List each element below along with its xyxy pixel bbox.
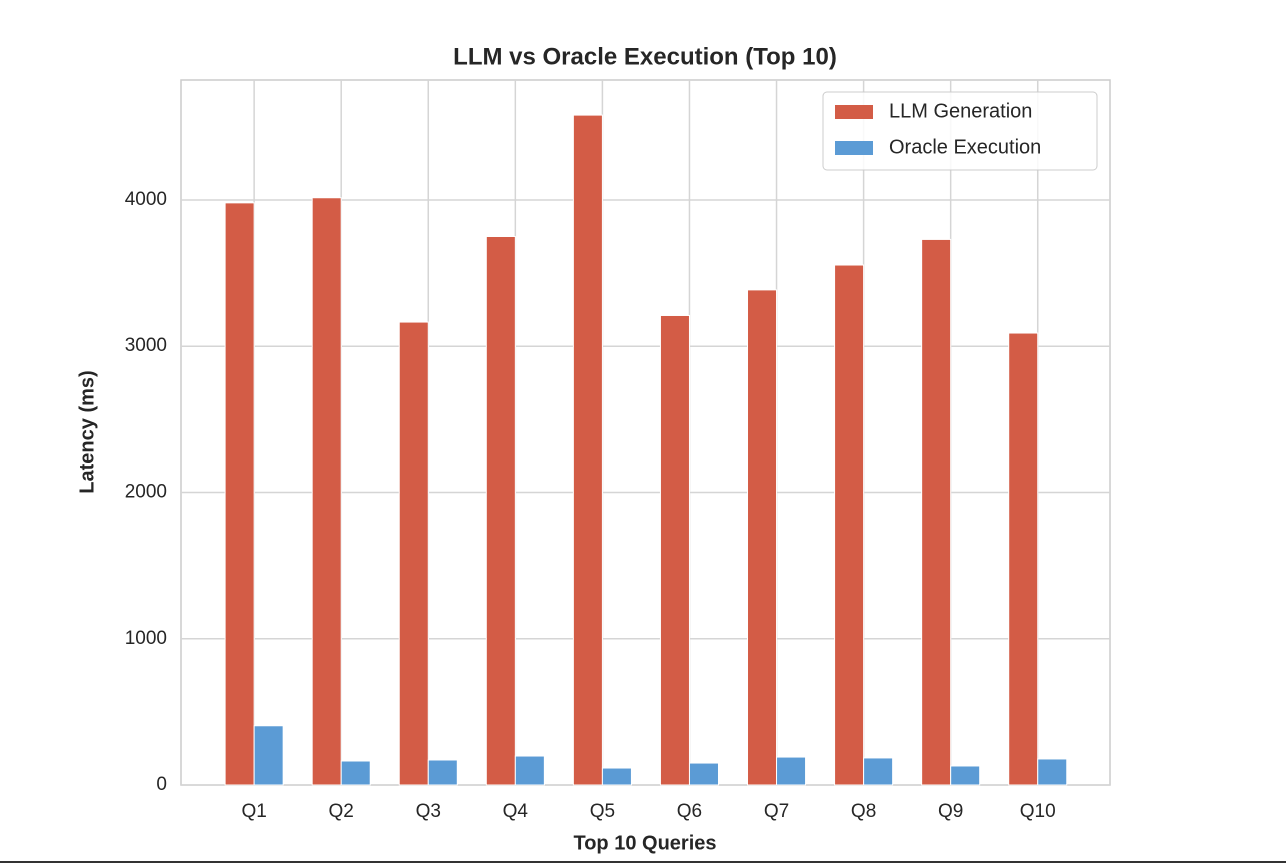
y-axis-label: Latency (ms)	[76, 370, 98, 493]
bar	[834, 264, 865, 786]
y-tick-label: 2000	[125, 481, 167, 502]
bar	[601, 767, 632, 786]
chart-title: LLM vs Oracle Execution (Top 10)	[453, 43, 837, 70]
x-tick-label: Q8	[851, 801, 876, 822]
x-tick-label: Q9	[938, 801, 963, 822]
x-tick-label: Q2	[329, 801, 354, 822]
bar	[514, 755, 545, 786]
bar	[224, 202, 255, 786]
legend-swatch	[835, 105, 873, 119]
bar	[485, 236, 516, 786]
legend-box	[822, 91, 1098, 171]
bar	[747, 289, 778, 786]
legend-label: LLM Generation	[889, 100, 1032, 122]
y-tick-label: 3000	[125, 335, 167, 356]
x-tick-label: Q6	[677, 801, 702, 822]
bar	[776, 756, 807, 786]
bar	[398, 321, 429, 786]
x-tick-label: Q10	[1020, 801, 1056, 822]
bar	[253, 725, 284, 786]
bar	[688, 762, 719, 786]
bar	[311, 197, 342, 786]
bar	[659, 314, 690, 786]
legend-swatch	[835, 141, 873, 155]
x-tick-label: Q1	[241, 801, 266, 822]
x-axis-label: Top 10 Queries	[573, 832, 716, 854]
y-tick-label: 1000	[125, 628, 167, 649]
y-tick-label: 4000	[125, 189, 167, 210]
bar	[921, 238, 952, 786]
bar	[863, 757, 894, 786]
x-tick-label: Q7	[764, 801, 789, 822]
bar	[1008, 332, 1039, 786]
x-tick-label: Q3	[416, 801, 441, 822]
y-tick-label: 0	[156, 774, 167, 795]
bar	[427, 759, 458, 786]
bar	[950, 765, 981, 786]
bar	[1037, 758, 1068, 786]
bar	[340, 760, 371, 786]
x-tick-label: Q5	[590, 801, 615, 822]
bar	[572, 114, 603, 786]
legend-label: Oracle Execution	[889, 136, 1041, 158]
x-tick-label: Q4	[503, 801, 529, 822]
